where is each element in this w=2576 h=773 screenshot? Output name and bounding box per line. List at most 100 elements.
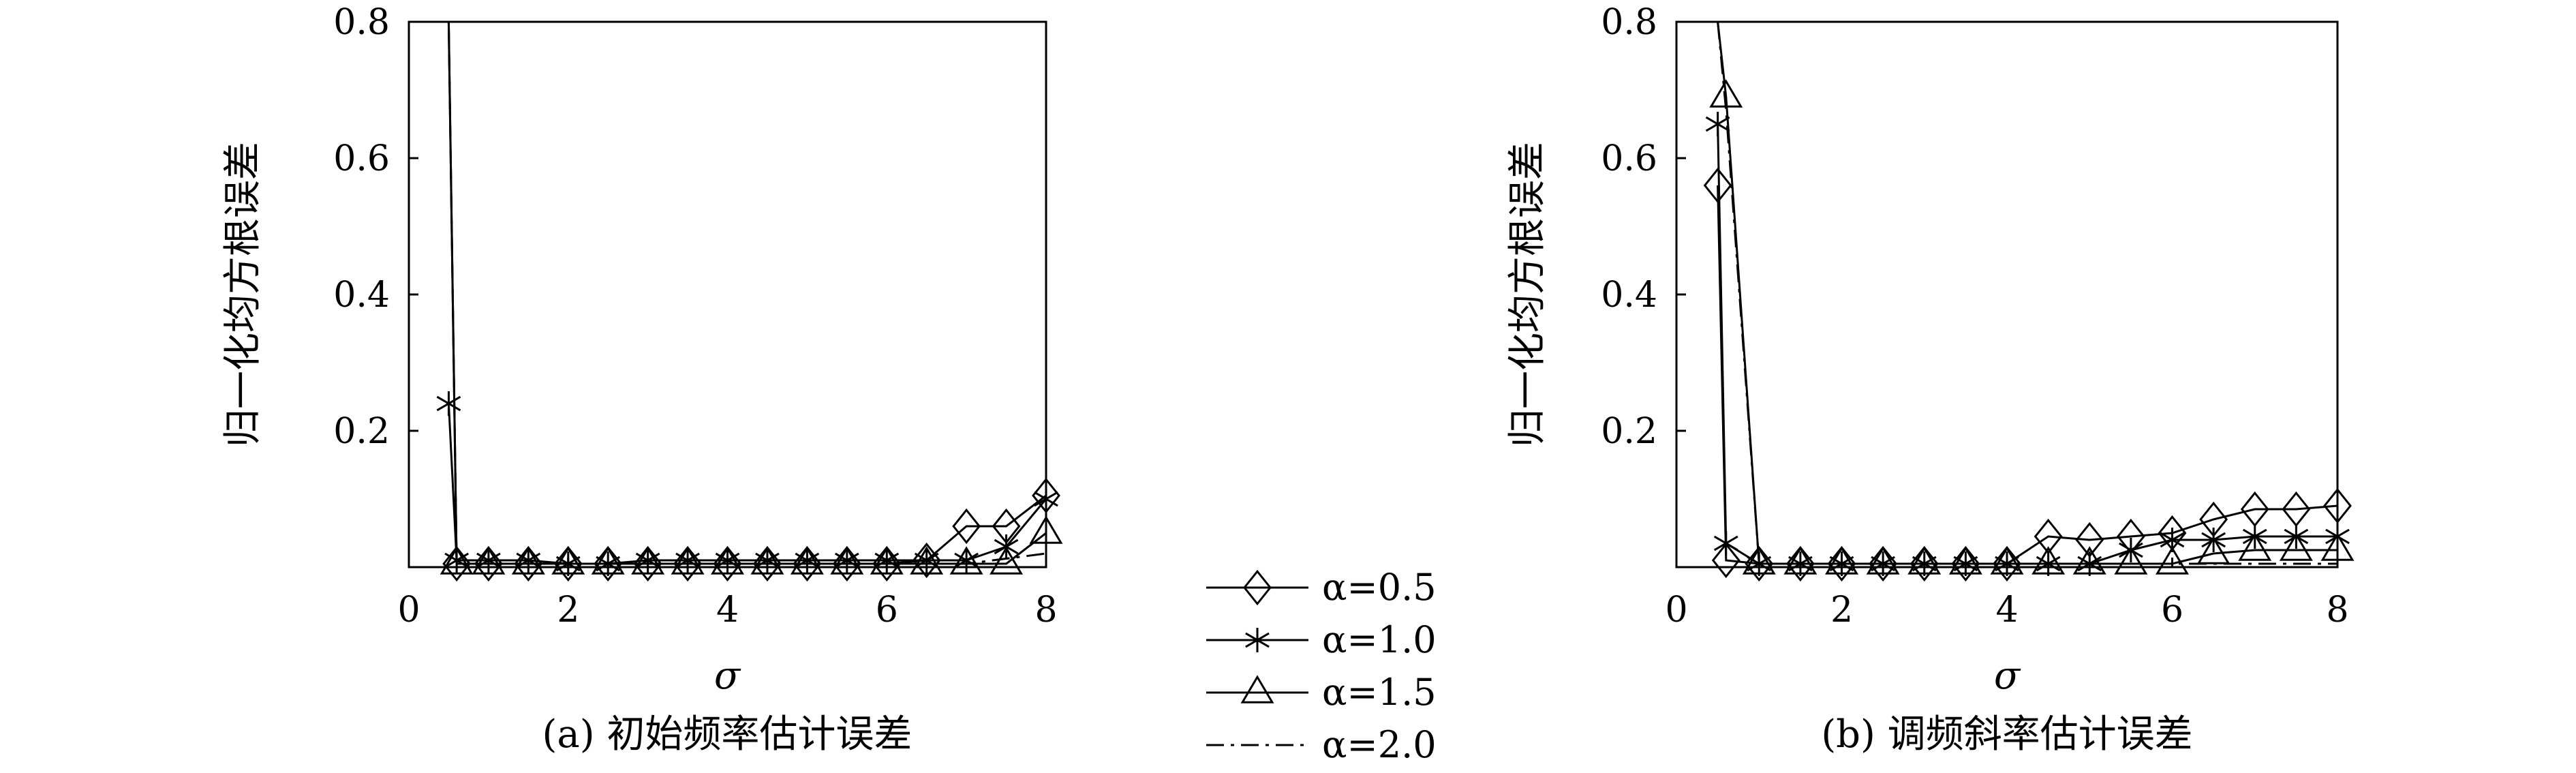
y-tick-label: 0.8 <box>1601 2 1657 43</box>
data-point <box>1034 487 1058 511</box>
x-tick-label: 0 <box>397 590 420 631</box>
series-line <box>1717 21 2337 565</box>
legend-label: α=0.5 <box>1322 566 1437 609</box>
data-point <box>713 545 742 582</box>
data-point <box>954 548 979 573</box>
y-tick-label: 0.6 <box>1601 138 1657 179</box>
data-point <box>832 545 861 582</box>
y-axis-label: 归一化均方根误差 <box>221 142 265 447</box>
data-point <box>2238 532 2272 561</box>
data-point <box>949 546 983 575</box>
data-point <box>675 548 700 573</box>
y-axis-label: 归一化均方根误差 <box>1505 142 1550 447</box>
data-point <box>755 548 780 573</box>
data-point <box>830 546 864 575</box>
tick-layer: 0 2 4 6 8 0.2 0.4 0.6 0.8 <box>1601 2 2348 631</box>
data-point <box>436 391 461 416</box>
x-tick-label: 2 <box>1830 590 1853 631</box>
y-tick-label: 0.4 <box>1601 275 1657 316</box>
legend-label: α=2.0 <box>1322 723 1437 766</box>
x-axis-label: σ <box>1994 654 2021 698</box>
data-point <box>1948 546 1982 575</box>
data-point <box>673 545 702 582</box>
data-point <box>472 546 506 575</box>
chart-caption: (a) 初始频率估计误差 <box>542 712 913 757</box>
series-layer <box>436 21 1063 582</box>
data-point <box>711 546 744 575</box>
data-point <box>795 548 820 573</box>
legend-marker <box>1240 675 1274 703</box>
x-tick-label: 4 <box>1995 590 2018 631</box>
data-point <box>2279 532 2313 561</box>
data-point <box>2072 546 2106 575</box>
data-point <box>635 548 660 573</box>
data-point <box>1713 531 1738 556</box>
data-point <box>1990 546 2024 575</box>
x-axis-label: σ <box>714 654 741 698</box>
data-point <box>671 546 705 575</box>
legend-item: α=1.5 <box>1206 671 1437 714</box>
data-point <box>1742 546 1776 575</box>
data-point <box>476 548 501 573</box>
legend-label: α=1.5 <box>1322 671 1437 714</box>
data-point <box>834 548 859 573</box>
series-4 <box>1717 21 2337 565</box>
tick-layer: 0 2 4 6 8 0.2 0.4 0.6 0.8 <box>333 2 1057 631</box>
data-point <box>440 546 474 575</box>
data-point <box>870 546 904 575</box>
y-tick-label: 0.8 <box>333 2 390 43</box>
data-point <box>551 546 585 575</box>
y-tick-label: 0.2 <box>1601 411 1657 452</box>
data-point <box>631 546 665 575</box>
y-tick-label: 0.4 <box>333 275 390 316</box>
data-point <box>914 548 939 573</box>
legend-marker <box>1245 628 1270 652</box>
data-point <box>990 546 1024 575</box>
data-point <box>511 546 545 575</box>
data-point <box>2114 546 2148 575</box>
data-point <box>1703 167 1732 204</box>
x-tick-label: 8 <box>1034 590 1057 631</box>
series-4 <box>447 21 1047 565</box>
legend-item: α=0.5 <box>1206 566 1437 609</box>
data-point <box>750 546 784 575</box>
legend: α=0.5 α=1.0 α=1.5 α=2.0 <box>1206 566 1437 766</box>
data-point <box>2156 546 2189 575</box>
data-point <box>753 545 782 582</box>
legend-label: α=1.0 <box>1322 618 1437 661</box>
x-tick-label: 8 <box>2326 590 2348 631</box>
chart-caption: (b) 调频斜率估计误差 <box>1821 712 2192 757</box>
data-point <box>1029 515 1063 544</box>
data-point <box>1825 546 1858 575</box>
chart-a: 0 2 4 6 8 0.2 0.4 0.6 0.8 σ 归一化均方根误差 (a) 初始频率估计误… <box>221 2 1063 757</box>
data-point <box>474 545 503 582</box>
chart-b: 0 2 4 6 8 0.2 0.4 0.6 0.8 σ 归一化均方根误差 (b) 调频斜率估计误… <box>1505 2 2355 757</box>
data-point <box>516 548 541 573</box>
data-point <box>1705 112 1730 136</box>
data-point <box>2323 487 2352 524</box>
series-line <box>447 21 1047 565</box>
data-point <box>442 545 472 582</box>
legend-item: α=2.0 <box>1206 723 1437 766</box>
y-tick-label: 0.2 <box>333 411 390 452</box>
legend-marker <box>1243 569 1272 606</box>
data-point <box>514 545 543 582</box>
x-tick-label: 0 <box>1665 590 1687 631</box>
data-point <box>1711 542 1741 579</box>
data-point <box>872 545 902 582</box>
data-point <box>793 545 822 582</box>
y-tick-label: 0.6 <box>333 138 390 179</box>
x-tick-label: 2 <box>557 590 579 631</box>
data-point <box>2031 546 2066 575</box>
x-tick-label: 6 <box>876 590 898 631</box>
data-point <box>952 508 981 545</box>
data-point <box>1783 546 1818 575</box>
data-point <box>1907 546 1942 575</box>
data-point <box>633 545 662 582</box>
data-point <box>790 546 824 575</box>
data-point <box>910 546 944 575</box>
x-tick-label: 6 <box>2161 590 2183 631</box>
x-tick-label: 4 <box>716 590 739 631</box>
